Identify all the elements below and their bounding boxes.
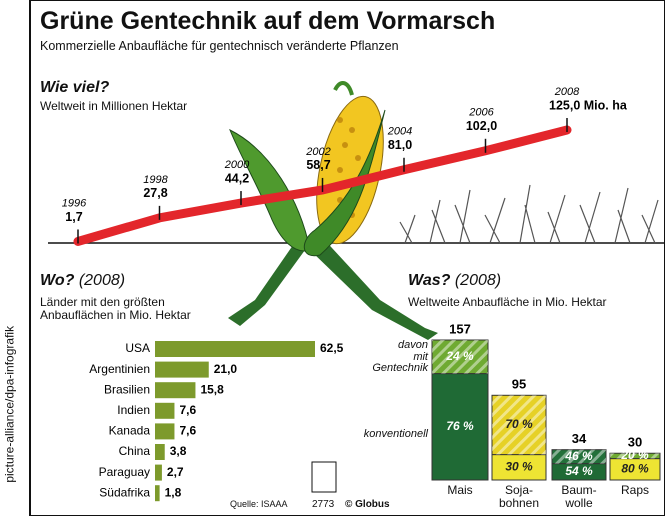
value-label: 44,2 (225, 171, 249, 185)
series-label: konventionell (363, 428, 428, 440)
bar (155, 402, 175, 419)
year-label: 2006 (468, 107, 494, 119)
bar (155, 341, 315, 357)
value-label: 1,7 (65, 210, 82, 224)
percent-label: 30 % (505, 459, 533, 473)
category-label: Soja- bohnen (498, 483, 540, 510)
value-label: 2,7 (167, 465, 184, 479)
value-label: 58,7 (306, 158, 330, 172)
category-label: Südafrika (99, 485, 150, 499)
bar (155, 485, 160, 502)
category-label: Argentinien (89, 362, 150, 376)
stack-subtitle: Weltweite Anbaufläche in Mio. Hektar (408, 295, 607, 309)
category-label: China (119, 444, 151, 458)
credit: picture-alliance/dpa-infografik (2, 325, 17, 483)
year-label: 2004 (387, 126, 412, 138)
total-label: 157 (449, 321, 471, 336)
bar-year: (2008) (78, 272, 126, 289)
segment-hatch (552, 449, 606, 464)
logo-box (311, 461, 337, 493)
category-label: Indien (117, 403, 150, 417)
category-label: Baum- wolle (561, 483, 597, 510)
value-label: 125,0 Mio. ha (549, 98, 628, 112)
percent-label: 20 % (620, 448, 649, 462)
percent-label: 24 % (445, 349, 474, 363)
category-label: Raps (620, 483, 649, 497)
total-label: 30 (628, 435, 642, 450)
value-label: 15,8 (200, 382, 224, 396)
number: 2773 (312, 499, 335, 510)
bar (155, 444, 165, 460)
bar (155, 423, 175, 440)
segment-hatch (492, 395, 546, 455)
grass (399, 184, 659, 244)
year-label: 2002 (305, 146, 330, 158)
bar (155, 361, 209, 378)
bar (155, 464, 162, 481)
value-label: 3,8 (170, 444, 187, 458)
category-label: Mais (447, 483, 473, 497)
value-label: 7,6 (179, 403, 196, 417)
stack-heading: Was? (2008) (408, 272, 502, 290)
total-label: 95 (512, 377, 526, 392)
percent-label: 76 % (446, 419, 474, 433)
frame (29, 0, 665, 516)
year-label: 2008 (554, 86, 580, 98)
category-label: Paraguay (99, 465, 150, 479)
category-label: Kanada (109, 424, 151, 438)
percent-label: 80 % (621, 461, 649, 475)
value-label: 27,8 (143, 186, 167, 200)
year-label: 1996 (62, 197, 87, 209)
series-label: davon mit Gentechnik (372, 339, 428, 375)
stack-title: Was? (408, 272, 451, 289)
category-label: USA (125, 341, 150, 355)
value-label: 102,0 (466, 119, 497, 133)
subtitle: Kommerzielle Anbaufläche für gentechnisc… (40, 39, 399, 53)
corn-figure (228, 81, 438, 340)
percent-label: 70 % (505, 417, 533, 431)
value-label: 7,6 (179, 424, 196, 438)
source: Quelle: ISAAA (230, 499, 288, 509)
bar-heading: Wo? (2008) (40, 272, 126, 290)
bar-title: Wo? (40, 272, 75, 289)
line-subtitle: Weltweit in Millionen Hektar (40, 99, 188, 113)
year-label: 2000 (224, 159, 250, 171)
segment-hatch (432, 340, 488, 374)
value-label: 81,0 (388, 138, 412, 152)
value-label: 21,0 (214, 362, 238, 376)
value-label: 1,8 (165, 485, 182, 499)
line-title: Wie viel? (40, 79, 110, 96)
bar (155, 382, 196, 399)
stack-year: (2008) (454, 272, 502, 289)
bar-subtitle: Länder mit den größten Anbauflächen in M… (40, 295, 191, 322)
brand: © Globus (345, 499, 390, 510)
title: Grüne Gentechnik auf dem Vormarsch (40, 7, 496, 35)
segment-conventional (491, 454, 547, 481)
segment-conventional (431, 373, 489, 481)
percent-label: 54 % (565, 464, 593, 478)
segment-hatch (610, 453, 660, 459)
value-label: 62,5 (320, 341, 344, 355)
year-label: 1998 (143, 174, 168, 186)
percent-label: 46 % (564, 449, 593, 463)
category-label: Brasilien (104, 382, 150, 396)
total-label: 34 (572, 431, 587, 446)
